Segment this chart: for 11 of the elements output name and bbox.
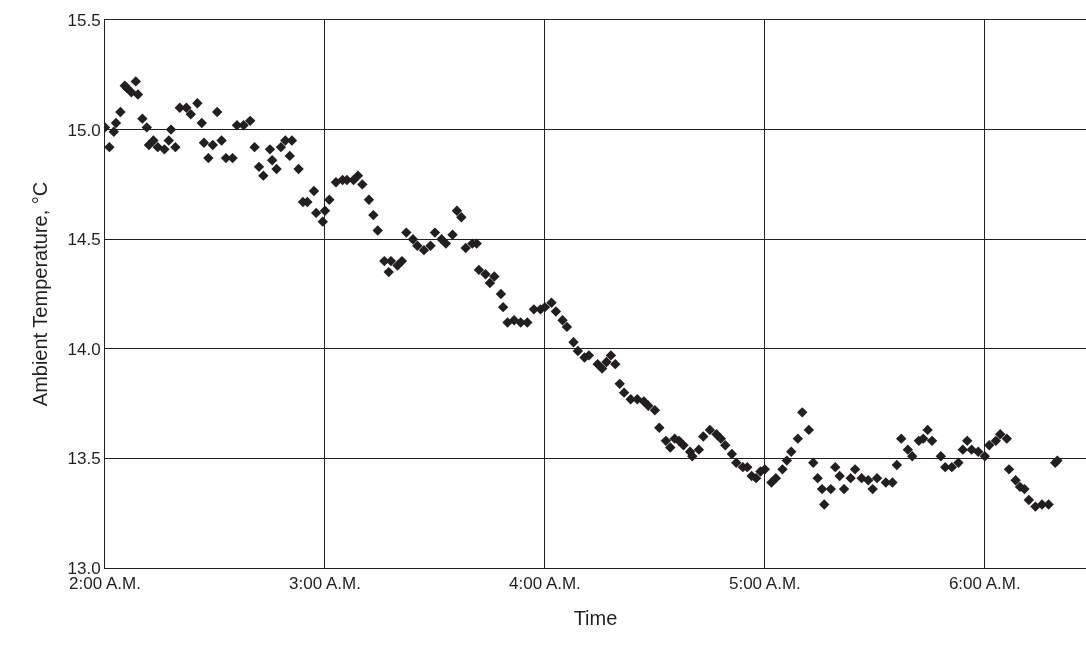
x-tick-label: 5:00 A.M. [728, 574, 801, 594]
x-tick-label: 4:00 A.M. [509, 574, 581, 594]
y-tick-label: 15.5 [67, 10, 101, 30]
x-tick-label: 3:00 A.M. [289, 574, 361, 594]
x-axis-title: Time [573, 606, 618, 629]
y-tick-label: 14.5 [67, 230, 101, 250]
y-tick-label: 15.0 [67, 120, 101, 140]
x-tick-label: 6:00 A.M. [948, 574, 1021, 594]
y-tick-label: 14.0 [67, 339, 101, 359]
y-axis-title: Ambient Temperature, °C [29, 181, 52, 407]
y-tick-label: 13.5 [67, 449, 101, 469]
